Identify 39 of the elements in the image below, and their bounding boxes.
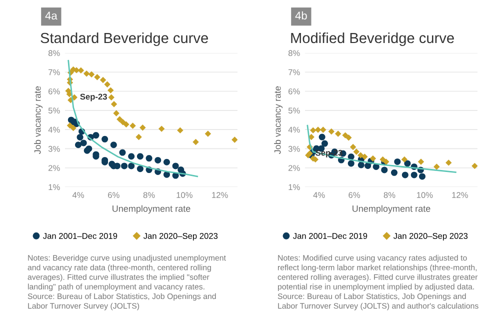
y-tick-label: 2%	[48, 165, 60, 171]
x-tick-label: 12%	[212, 192, 228, 198]
x-tick-label: 10%	[176, 192, 192, 198]
y-tick-label: 1%	[288, 184, 300, 190]
x-tick-label: 6%	[348, 192, 360, 198]
y-tick-label: 5%	[48, 108, 60, 114]
chart-title: Standard Beveridge curve	[40, 32, 208, 46]
x-tick-label: 10%	[416, 192, 433, 198]
y-tick-label: 6%	[48, 88, 60, 94]
legend-label: Jan 2001–Dec 2019	[43, 233, 118, 239]
legend-label: Jan 2020–Sep 2023	[143, 233, 218, 241]
x-tick-label: 8%	[143, 192, 155, 198]
y-tick-label: 8%	[48, 50, 60, 56]
annotation: Sep-23	[80, 94, 107, 102]
legend-label: Jan 2020–Sep 2023	[393, 233, 468, 241]
y-tick-label: 2%	[288, 165, 300, 171]
y-tick-label: 8%	[288, 50, 300, 56]
y-tick-label: 3%	[48, 146, 60, 152]
y-tick-label: 1%	[48, 184, 60, 190]
y-tick-label: 4%	[288, 126, 300, 133]
text: 4a	[45, 12, 58, 20]
y-tick-label: 4%	[48, 126, 60, 133]
chart-title: Modified Beveridge curve	[291, 32, 454, 46]
x-tick-label: 4%	[313, 192, 325, 198]
y-axis-title: Job vacancy rate	[274, 86, 283, 154]
text: 4b	[295, 11, 307, 20]
x-tick-label: 8%	[384, 192, 396, 198]
y-tick-label: 7%	[288, 69, 300, 76]
x-axis-title: Unemployment rate	[112, 205, 190, 214]
y-tick-label: 6%	[288, 88, 300, 94]
x-axis-title: Unemployment rate	[352, 205, 430, 214]
y-tick-label: 5%	[288, 108, 300, 114]
legend-label: Jan 2001–Dec 2019	[293, 233, 368, 239]
y-tick-label: 3%	[288, 146, 300, 152]
x-tick-label: 4%	[72, 192, 84, 198]
x-tick-label: 6%	[108, 192, 120, 198]
x-tick-label: 12%	[452, 192, 468, 198]
y-axis-title: Job vacancy rate	[34, 86, 43, 154]
y-tick-label: 7%	[48, 69, 60, 76]
